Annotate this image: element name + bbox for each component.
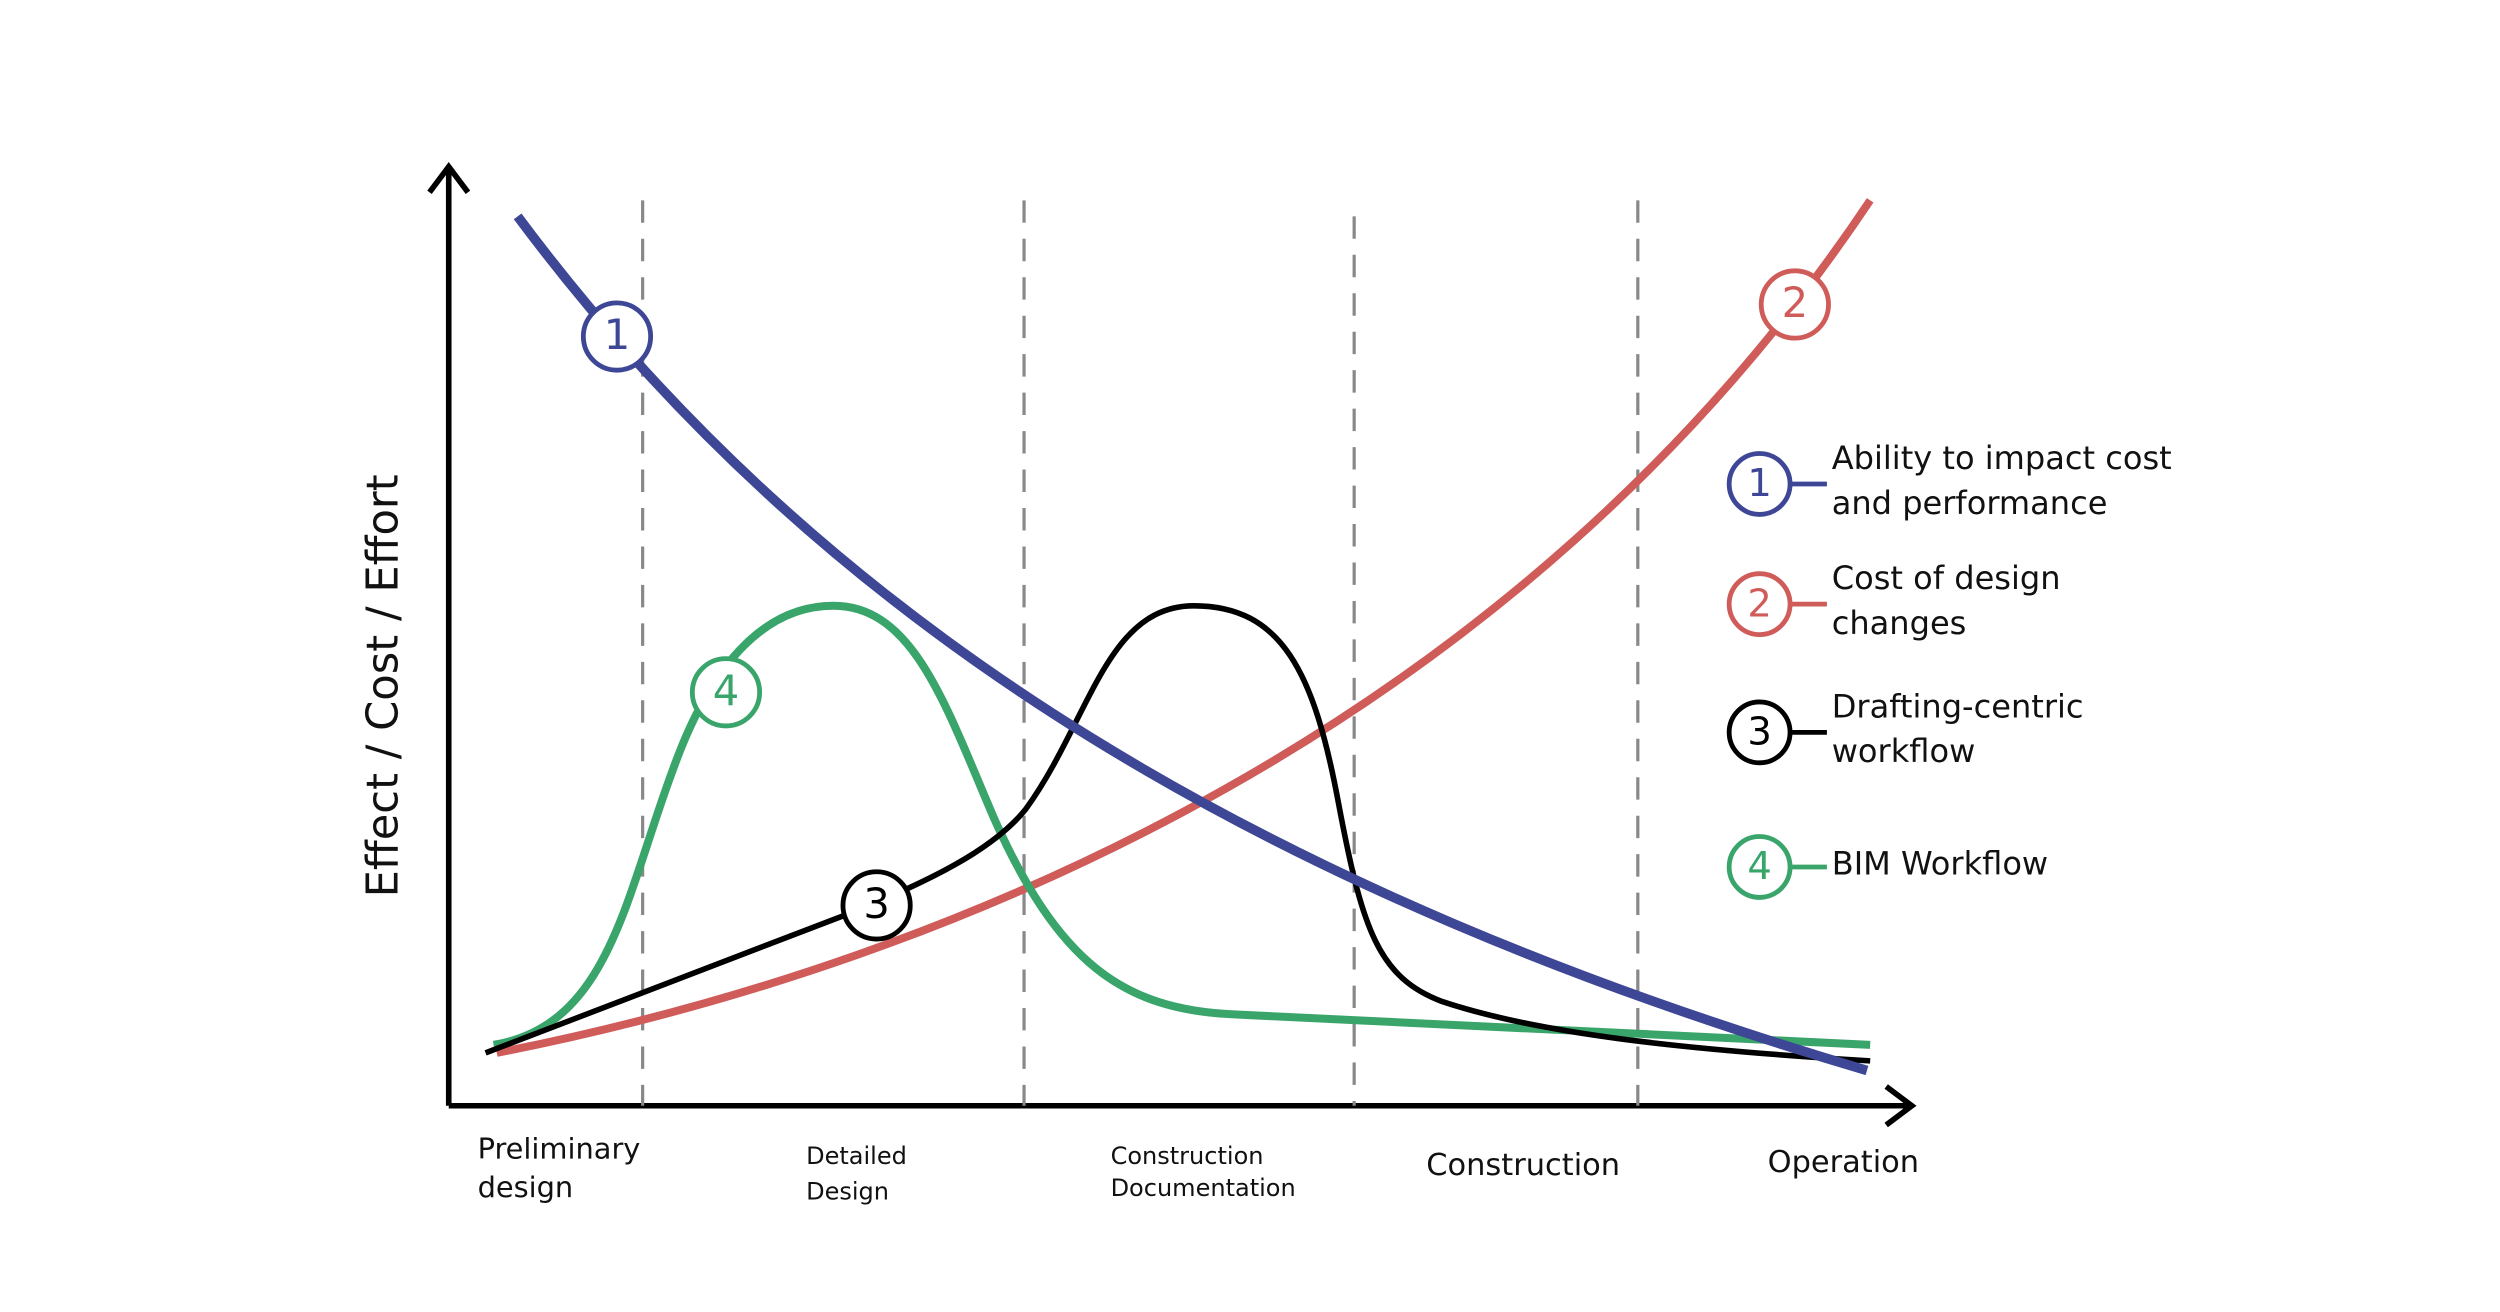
phase-label: Detailed (806, 1142, 907, 1170)
phase-label: Operation (1768, 1145, 1919, 1180)
curve (484, 602, 1871, 1064)
legend-label: and performance (1832, 484, 2108, 522)
legend-number: 1 (1747, 461, 1771, 506)
legend-label: Cost of design (1832, 559, 2061, 597)
curve (513, 213, 1869, 1076)
phase-dividers (641, 200, 1640, 1106)
curve-marker (580, 300, 654, 373)
curve (496, 198, 1874, 1057)
phase-label: design (478, 1170, 574, 1204)
legend-marker (1726, 451, 1793, 517)
axes (427, 161, 1917, 1128)
y-axis-label: Effect / Cost / Effort (358, 474, 408, 897)
legend-number: 4 (1747, 844, 1771, 889)
legend-marker (1726, 699, 1793, 766)
legend-label: Drafting-centric (1832, 687, 2084, 725)
curve-marker (840, 869, 913, 942)
legend-label: workflow (1832, 732, 1976, 770)
curve-marker (689, 656, 763, 729)
legend-marker (1726, 834, 1793, 900)
phase-label: Preliminary (478, 1132, 641, 1166)
legend-label: BIM Workflow (1832, 844, 2048, 882)
legend-label: Ability to impact cost (1832, 439, 2172, 477)
phase-label: Documentation (1111, 1174, 1296, 1202)
phase-label: Design (806, 1177, 889, 1205)
curve-marker-number: 2 (1782, 278, 1809, 327)
curve-marker-number: 1 (604, 310, 631, 359)
curve-marker-number: 4 (713, 666, 740, 715)
phase-label: Construction (1426, 1148, 1620, 1183)
x-axis (448, 1084, 1917, 1128)
legend-marker (1726, 571, 1793, 638)
legend-number: 2 (1747, 581, 1771, 626)
legend-label: changes (1832, 604, 1967, 642)
curve (492, 601, 1871, 1049)
curve-marker (1758, 268, 1831, 341)
phase-label: Construction (1111, 1142, 1264, 1170)
y-axis (427, 161, 471, 1106)
curve-marker-number: 3 (863, 879, 890, 928)
legend-number: 3 (1747, 709, 1771, 754)
